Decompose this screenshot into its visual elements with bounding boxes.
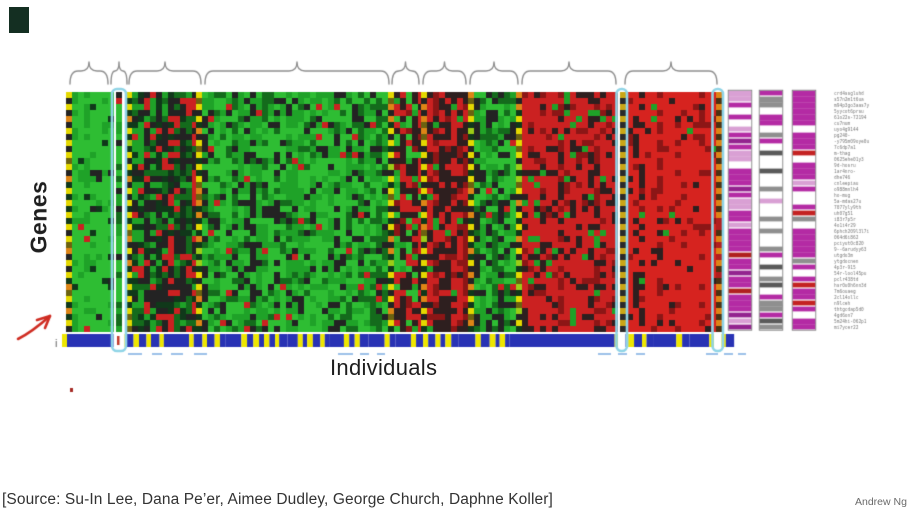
source-citation: [Source: Su-In Lee, Dana Pe’er, Aimee Du…: [2, 491, 553, 508]
gene-expression-heatmap-figure: [0, 0, 922, 470]
author-credit: Andrew Ng: [855, 496, 907, 508]
genes-axis-label: Genes: [25, 180, 52, 254]
individuals-axis-label: Individuals: [330, 355, 438, 380]
